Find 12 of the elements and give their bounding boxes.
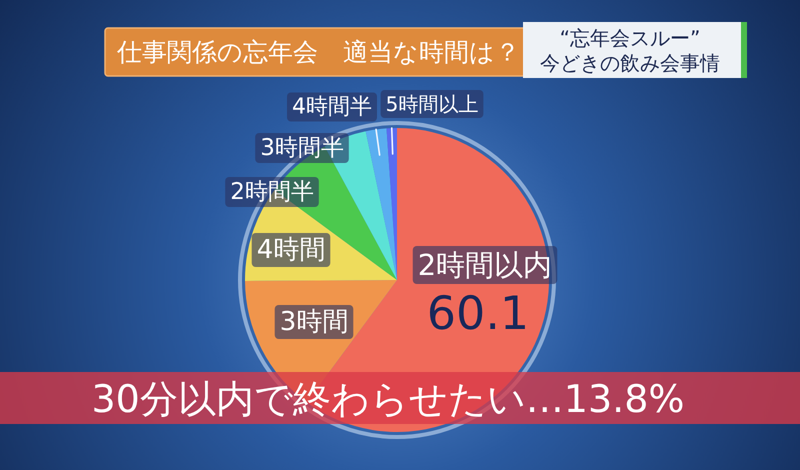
text: “忘年会スルー” 今どきの飲み会事情 [540, 26, 720, 75]
text: 30分以内で終わらせたい…13.8% [91, 377, 685, 421]
chart-title: 仕事関係の忘年会 適当な時間は？ [116, 38, 520, 66]
slice-label: 4時間半 [292, 94, 372, 120]
pie-slice [366, 128, 397, 280]
slice-label: 2時間半 [230, 179, 314, 205]
slice-label: 3時間 [280, 307, 348, 337]
slice-label: 2時間以内 [418, 248, 552, 282]
slice-label: 3時間半 [260, 135, 344, 161]
data-label: 60.1 [426, 286, 530, 340]
slice-label: 5時間以上 [386, 92, 478, 116]
slice-label: 4時間 [256, 235, 326, 265]
